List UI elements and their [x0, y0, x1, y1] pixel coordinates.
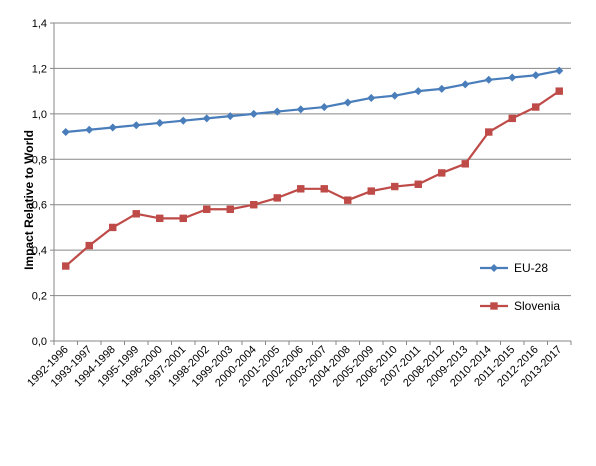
data-point-slovenia	[109, 223, 117, 232]
y-tick-label: 0,8	[32, 154, 47, 166]
y-tick-label: 1,4	[32, 18, 47, 30]
data-point-eu-28	[531, 71, 540, 80]
data-point-slovenia	[132, 210, 140, 218]
data-point-slovenia	[555, 87, 563, 95]
data-point-eu-28	[296, 105, 305, 114]
data-point-slovenia	[320, 185, 328, 193]
data-point-slovenia	[203, 205, 211, 213]
y-tick-label: 0,6	[32, 200, 47, 212]
gridlines	[54, 22, 571, 297]
data-point-slovenia	[297, 185, 305, 193]
y-tick-label: 1,2	[32, 63, 47, 75]
data-point-slovenia	[85, 241, 93, 250]
legend-marker-slovenia	[490, 302, 498, 310]
data-point-eu-28	[85, 125, 94, 134]
y-tick-label: 0,2	[32, 291, 47, 303]
data-point-eu-28	[249, 109, 258, 118]
data-point-eu-28	[367, 93, 376, 102]
axes	[50, 22, 572, 345]
data-point-slovenia	[273, 194, 281, 202]
data-point-eu-28	[320, 103, 329, 112]
x-tick-labels: 1992-19961993-19971994-19981995-19991996…	[25, 344, 564, 390]
y-tick-label: 0,0	[32, 336, 47, 348]
y-tick-labels: 0,0 0,2 0,4 0,6 0,8 1,0 1,2 1,4	[32, 18, 47, 348]
data-point-slovenia	[391, 182, 399, 191]
data-point-eu-28	[390, 91, 399, 100]
legend: EU-28 Slovenia	[480, 261, 560, 313]
series	[61, 66, 564, 270]
data-point-eu-28	[202, 114, 211, 123]
data-point-slovenia	[508, 114, 516, 123]
data-point-slovenia	[532, 103, 540, 111]
data-point-eu-28	[555, 66, 564, 75]
y-axis-title: Impact Relative to World	[22, 130, 36, 270]
data-point-slovenia	[62, 262, 70, 270]
data-point-slovenia	[461, 160, 469, 168]
legend-label-slovenia: Slovenia	[514, 299, 560, 313]
series-line-eu-28	[65, 69, 560, 134]
data-point-eu-28	[414, 87, 423, 96]
data-point-eu-28	[179, 116, 188, 125]
series-line-slovenia	[65, 90, 560, 267]
data-point-eu-28	[61, 128, 70, 137]
data-point-eu-28	[343, 98, 352, 107]
data-point-slovenia	[367, 187, 375, 195]
legend-label-eu-28: EU-28	[514, 261, 548, 275]
data-point-eu-28	[108, 123, 117, 132]
data-point-slovenia	[344, 196, 352, 204]
data-point-slovenia	[179, 214, 187, 223]
data-point-eu-28	[461, 80, 470, 89]
data-point-eu-28	[484, 75, 493, 84]
data-point-slovenia	[414, 180, 422, 188]
y-tick-label: 0,4	[32, 245, 47, 257]
data-point-slovenia	[438, 169, 446, 177]
data-point-eu-28	[155, 118, 164, 127]
y-tick-label: 1,0	[32, 109, 47, 121]
data-point-eu-28	[273, 107, 282, 116]
legend-marker-eu-28	[489, 263, 499, 273]
data-point-slovenia	[250, 201, 258, 209]
data-point-slovenia	[156, 214, 164, 223]
data-point-eu-28	[508, 73, 517, 82]
data-point-slovenia	[485, 128, 493, 136]
data-point-eu-28	[132, 121, 141, 130]
data-point-slovenia	[226, 205, 234, 213]
data-point-eu-28	[437, 84, 446, 93]
data-point-eu-28	[226, 112, 235, 121]
